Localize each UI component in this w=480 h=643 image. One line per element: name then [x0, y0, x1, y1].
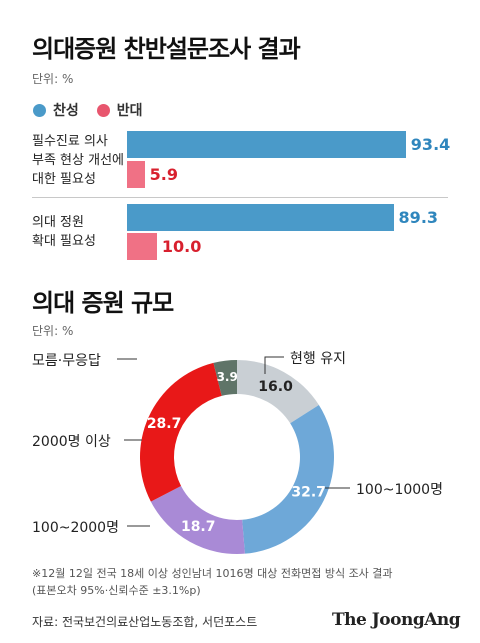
bar-chart-unit: 단위: %: [32, 72, 74, 86]
donut-value-keep-current: 16.0: [258, 379, 293, 395]
bar-value-approve-quota-expansion: 89.3: [398, 208, 439, 227]
category-label-line: 부족 현상 개선에: [32, 153, 124, 168]
source-credit: 자료: 전국보건의료산업노동조합, 서던포스트: [32, 615, 258, 629]
legend-dot-oppose: [96, 103, 110, 117]
donut-slice-2000-plus: [139, 362, 222, 502]
donut-slice-100-2000: [150, 485, 245, 554]
bar-oppose-essential-doctors: [127, 161, 145, 188]
donut-label-100-1000: 100~1000명: [356, 482, 443, 498]
donut-value-100-2000: 18.7: [181, 519, 216, 535]
bar-value-approve-essential-doctors: 93.4: [410, 135, 451, 154]
donut-slice-keep-current: [237, 359, 319, 424]
bar-approve-quota-expansion: [127, 204, 394, 231]
donut-chart-title: 의대 증원 규모: [32, 289, 174, 317]
bar-plot-area: 93.4 5.9 89.3 10.0: [0, 0, 480, 300]
donut-label-2000-plus: 2000명 이상: [32, 434, 111, 450]
bar-legend: 찬성 반대: [33, 100, 143, 120]
footnote-line: ※12월 12일 전국 18세 이상 성인남녀 1016명 대상 전화면접 방식…: [32, 567, 393, 580]
category-label-essential-doctors: 필수진료 의사 부족 현상 개선에 대한 필요성: [32, 132, 124, 189]
legend-dot-approve: [33, 103, 46, 117]
legend-label-approve: 찬성: [53, 103, 79, 119]
donut-chart-unit: 단위: %: [32, 324, 74, 338]
publisher-logo: The JoongAng: [332, 610, 461, 630]
donut-value-100-1000: 32.7: [291, 485, 326, 501]
bar-value-oppose-essential-doctors: 5.9: [149, 165, 178, 184]
category-label-line: 확대 필요성: [32, 234, 96, 249]
category-label-line: 의대 정원: [32, 215, 84, 230]
category-divider: [32, 197, 448, 198]
donut-slice-100-1000: [242, 405, 334, 554]
legend-label-oppose: 반대: [116, 103, 143, 119]
bar-oppose-quota-expansion: [127, 233, 157, 260]
bar-approve-essential-doctors: [127, 131, 406, 158]
donut-value-no-answer: 3.9: [217, 370, 238, 384]
donut-value-2000-plus: 28.7: [147, 416, 182, 432]
leader-line-keep-current: [264, 356, 284, 374]
footnote-line: (표본오차 95%·신뢰수준 ±3.1%p): [32, 584, 201, 597]
bar-value-oppose-quota-expansion: 10.0: [161, 237, 202, 256]
category-label-line: 필수진료 의사: [32, 134, 108, 149]
donut-label-no-answer: 모름·무응답: [32, 353, 101, 369]
donut-label-100-2000: 100~2000명: [32, 520, 119, 536]
footnote: ※12월 12일 전국 18세 이상 성인남녀 1016명 대상 전화면접 방식…: [32, 565, 393, 599]
donut-slice-no-answer: [213, 360, 237, 396]
category-label-quota-expansion: 의대 정원 확대 필요성: [32, 213, 96, 251]
donut-label-keep-current: 현행 유지: [290, 351, 346, 367]
bar-chart-title: 의대증원 찬반설문조사 결과: [32, 35, 301, 63]
category-label-line: 대한 필요성: [32, 172, 96, 187]
